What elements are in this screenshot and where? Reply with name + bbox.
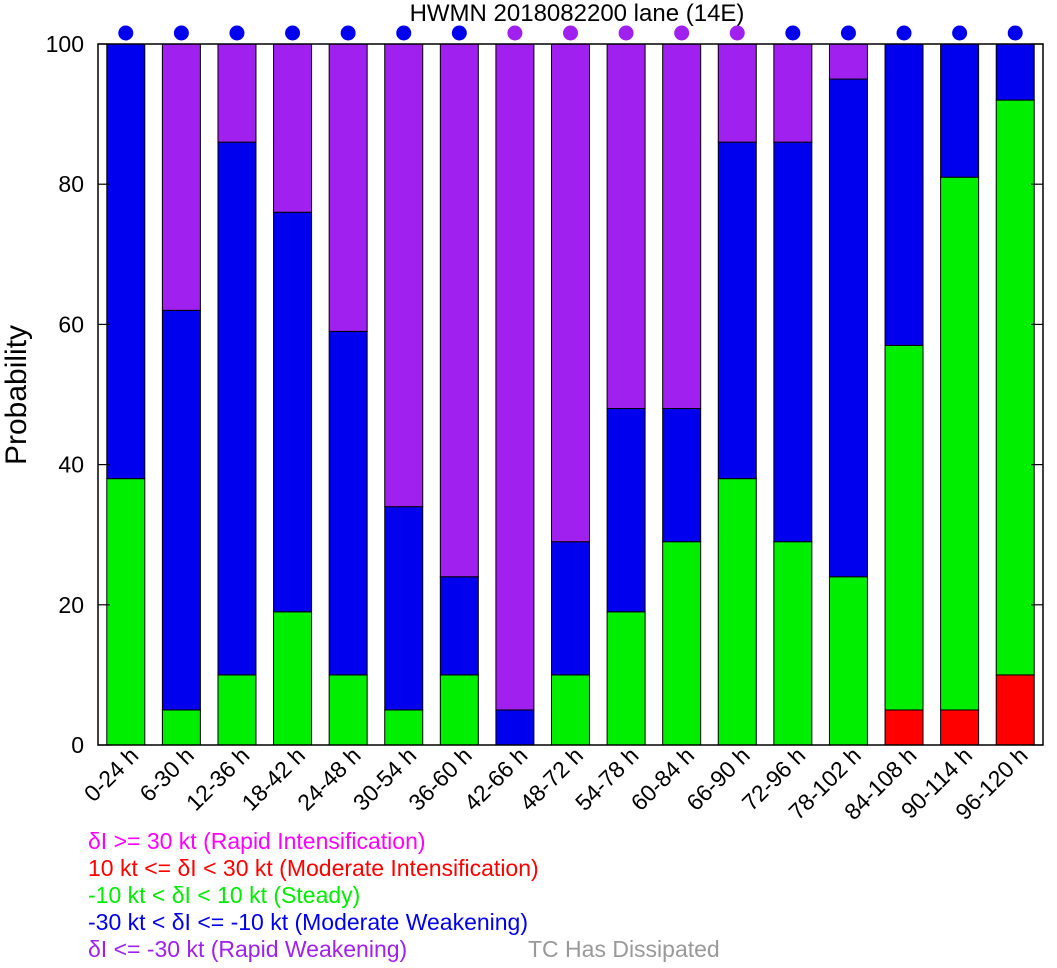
bar-mw-12-36h xyxy=(217,141,257,676)
bar-st-72-96h xyxy=(773,541,813,746)
bar-rw-66-90h xyxy=(717,43,757,143)
bar-st-18-42h xyxy=(273,611,313,746)
bar-mw-60-84h xyxy=(662,408,702,543)
bar-st-24-48h xyxy=(328,674,368,746)
top-marker-60-84h xyxy=(674,25,690,41)
y-tick-label: 40 xyxy=(58,452,84,478)
top-marker-30-54h xyxy=(396,25,412,41)
legend-moderate-weakening: -30 kt < δI <= -10 kt (Moderate Weakenin… xyxy=(88,909,529,935)
top-marker-36-60h xyxy=(451,25,467,41)
legend-moderate-intensification: 10 kt <= δI < 30 kt (Moderate Intensific… xyxy=(88,855,539,881)
y-tick-label: 80 xyxy=(58,171,84,197)
top-marker-54-78h xyxy=(618,25,634,41)
bar-mw-30-54h xyxy=(384,506,424,711)
top-marker-66-90h xyxy=(729,25,745,41)
y-tick-label: 100 xyxy=(46,31,84,57)
chart-title: HWMN 2018082200 lane (14E) xyxy=(410,0,745,27)
y-tick-label: 60 xyxy=(58,311,84,337)
bar-mw-36-60h xyxy=(439,576,479,676)
bar-st-36-60h xyxy=(439,674,479,746)
bar-mw-42-66h xyxy=(495,709,535,746)
bar-mw-90-114h xyxy=(940,43,980,178)
bar-mi-96-120h xyxy=(995,674,1035,746)
legend-tc-dissipated: TC Has Dissipated xyxy=(528,936,720,962)
top-marker-0-24h xyxy=(118,25,134,41)
bar-st-12-36h xyxy=(217,674,257,746)
top-marker-12-36h xyxy=(229,25,245,41)
bar-st-66-90h xyxy=(717,478,757,746)
top-marker-24-48h xyxy=(340,25,356,41)
bar-st-90-114h xyxy=(940,176,980,711)
bar-rw-54-78h xyxy=(606,43,646,410)
legend-rapid-intensification: δI >= 30 kt (Rapid Intensification) xyxy=(88,828,426,854)
bar-rw-72-96h xyxy=(773,43,813,143)
bar-mw-96-120h xyxy=(995,43,1035,101)
x-tick-label: 0-24 h xyxy=(79,742,144,807)
top-marker-42-66h xyxy=(507,25,523,41)
plot-frame xyxy=(97,43,1044,746)
y-axis-label: Probability xyxy=(0,325,33,465)
bar-st-54-78h xyxy=(606,611,646,746)
bar-st-0-24h xyxy=(106,478,146,746)
bar-rw-6-30h xyxy=(161,43,201,311)
top-marker-78-102h xyxy=(840,25,856,41)
bar-st-30-54h xyxy=(384,709,424,746)
bars-layer xyxy=(106,43,1035,746)
bar-rw-24-48h xyxy=(328,43,368,332)
bar-mw-54-78h xyxy=(606,408,646,613)
bar-rw-42-66h xyxy=(495,43,535,711)
legend-rapid-weakening: δI <= -30 kt (Rapid Weakening) xyxy=(88,936,408,962)
bar-rw-48-72h xyxy=(551,43,590,543)
bar-rw-36-60h xyxy=(439,43,479,578)
bar-mw-48-72h xyxy=(551,541,590,676)
bar-rw-12-36h xyxy=(217,43,257,143)
bar-st-84-108h xyxy=(884,344,924,711)
legend-steady: -10 kt < δI < 10 kt (Steady) xyxy=(88,882,361,908)
bar-st-60-84h xyxy=(662,541,702,746)
top-marker-18-42h xyxy=(285,25,301,41)
bar-mw-18-42h xyxy=(273,211,313,613)
bar-mw-0-24h xyxy=(106,43,146,480)
bar-st-96-120h xyxy=(995,99,1035,676)
top-marker-90-114h xyxy=(952,25,968,41)
bar-st-6-30h xyxy=(161,709,201,746)
bar-rw-60-84h xyxy=(662,43,702,410)
bar-rw-30-54h xyxy=(384,43,424,508)
top-marker-6-30h xyxy=(173,25,189,41)
top-marker-48-72h xyxy=(563,25,578,41)
top-marker-84-108h xyxy=(896,25,912,41)
bar-st-48-72h xyxy=(551,674,590,746)
bar-mw-72-96h xyxy=(773,141,813,543)
bar-mw-78-102h xyxy=(828,78,868,578)
bar-mw-24-48h xyxy=(328,330,368,676)
bar-mw-84-108h xyxy=(884,43,924,346)
bar-rw-78-102h xyxy=(828,43,868,80)
bar-mw-6-30h xyxy=(161,309,201,711)
bar-mi-84-108h xyxy=(884,709,924,746)
y-tick-label: 20 xyxy=(58,592,84,618)
bar-mi-90-114h xyxy=(940,709,980,746)
top-marker-72-96h xyxy=(785,25,801,41)
top-markers-layer xyxy=(118,25,1023,41)
bar-mw-66-90h xyxy=(717,141,757,480)
bar-rw-18-42h xyxy=(273,43,313,213)
bar-st-78-102h xyxy=(828,576,868,746)
top-marker-96-120h xyxy=(1007,25,1023,41)
y-tick-label: 0 xyxy=(71,732,84,758)
